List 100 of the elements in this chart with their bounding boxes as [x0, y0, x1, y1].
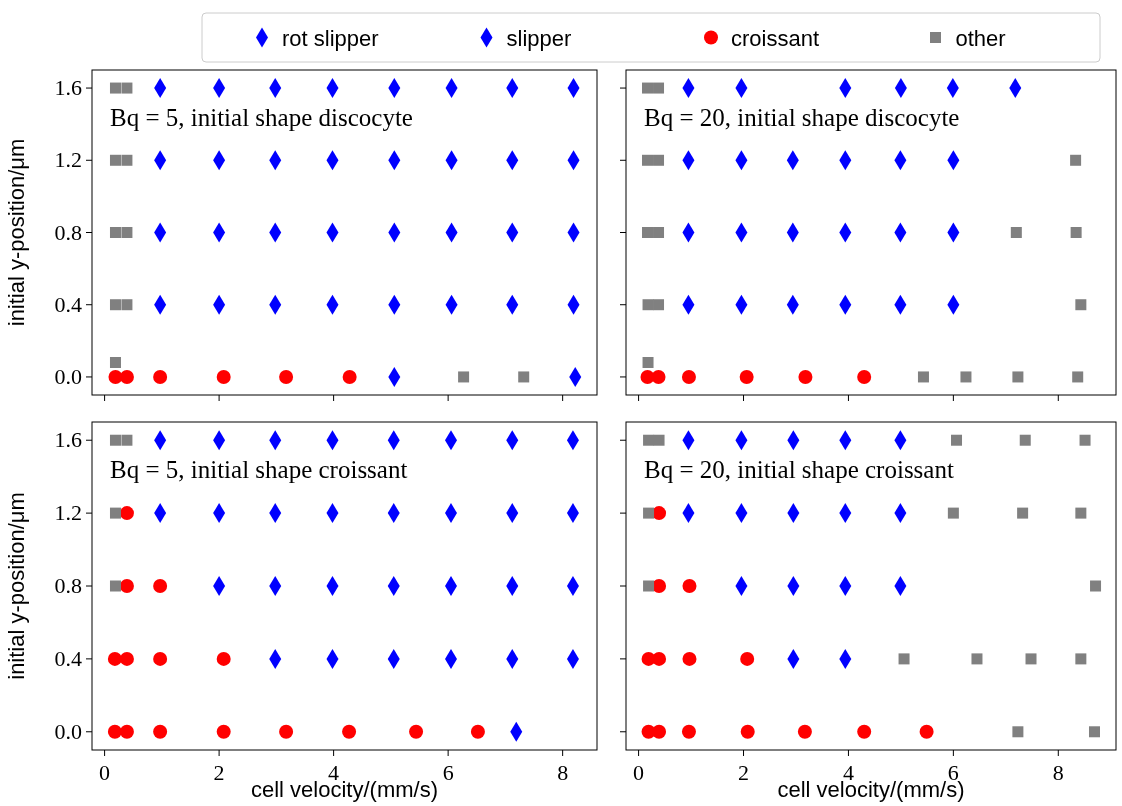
point: [1088, 726, 1100, 738]
annotation: Bq = 20, initial shape croissant: [644, 456, 954, 483]
y-tick-label: 0.8: [54, 573, 82, 598]
y-tick-label: 0.4: [54, 645, 82, 671]
point: [681, 724, 696, 739]
point: [653, 227, 665, 238]
point: [1017, 507, 1029, 519]
point: [643, 434, 655, 446]
point: [109, 82, 121, 94]
point: [857, 724, 872, 739]
point: [797, 724, 812, 739]
point: [653, 82, 665, 94]
point: [518, 371, 530, 383]
point: [342, 369, 357, 384]
point: [409, 724, 424, 739]
point: [107, 724, 122, 739]
y-tick-label: 1.6: [54, 75, 82, 101]
point: [653, 154, 665, 166]
point: [642, 154, 654, 166]
x-tick-label: 2: [213, 760, 225, 785]
point: [682, 579, 697, 593]
point: [119, 506, 134, 521]
point: [153, 369, 168, 384]
point: [109, 299, 121, 311]
point: [1025, 653, 1037, 665]
x-tick-label: 2: [738, 760, 750, 785]
annotation: Bq = 5, initial shape discocyte: [110, 104, 413, 131]
y-tick-label: 1.2: [54, 500, 82, 526]
point: [1075, 299, 1087, 311]
point: [121, 227, 133, 238]
point: [857, 369, 872, 384]
point: [121, 82, 133, 94]
point: [109, 580, 121, 592]
point: [107, 651, 122, 666]
point: [960, 371, 972, 383]
point: [652, 651, 667, 666]
point: [279, 369, 294, 384]
point: [652, 724, 667, 739]
point: [121, 154, 133, 166]
point: [153, 579, 168, 593]
point: [153, 651, 168, 666]
legend-label: croissant: [731, 25, 820, 51]
point: [642, 299, 654, 311]
legend-label: other: [955, 25, 1006, 51]
y-axis-title: initial y-position/μm: [4, 138, 29, 327]
point: [153, 724, 168, 739]
y-tick-label: 1.2: [54, 147, 82, 173]
point: [971, 653, 983, 665]
point: [1012, 726, 1024, 738]
point: [642, 227, 654, 238]
point: [279, 724, 294, 739]
point: [643, 507, 655, 519]
point: [121, 434, 133, 446]
x-tick-label: 8: [1052, 760, 1064, 785]
point: [1012, 371, 1024, 383]
point: [1090, 580, 1102, 592]
point: [642, 82, 654, 94]
point: [216, 369, 231, 384]
point: [652, 506, 667, 521]
point: [109, 434, 121, 446]
point: [739, 369, 754, 384]
x-tick-label: 0: [633, 760, 645, 785]
point: [947, 507, 959, 519]
point: [1072, 371, 1084, 383]
x-tick-label: 0: [99, 760, 111, 785]
point: [109, 357, 121, 368]
point: [951, 434, 963, 446]
point: [652, 579, 667, 593]
point: [216, 651, 231, 666]
point: [1075, 507, 1087, 519]
point: [653, 299, 665, 311]
point: [681, 369, 696, 384]
point: [917, 371, 929, 383]
point: [1070, 154, 1082, 166]
point: [470, 724, 485, 739]
point: [119, 369, 134, 384]
point: [458, 371, 470, 383]
legend-label: rot slipper: [282, 25, 379, 51]
annotation: Bq = 5, initial shape croissant: [110, 456, 408, 483]
y-tick-label: 0.0: [54, 718, 82, 744]
point: [109, 154, 121, 166]
point: [109, 507, 121, 519]
y-tick-label: 0.8: [54, 219, 82, 245]
point: [740, 651, 755, 666]
y-tick-label: 1.6: [54, 427, 82, 453]
x-tick-label: 8: [557, 760, 569, 785]
annotation: Bq = 20, initial shape discocyte: [644, 104, 960, 131]
point: [119, 724, 134, 739]
point: [342, 724, 357, 739]
point: [682, 651, 697, 666]
point: [1010, 227, 1022, 238]
point: [919, 724, 934, 739]
point: [1019, 434, 1031, 446]
point: [1070, 227, 1082, 238]
point: [216, 724, 231, 739]
point: [108, 369, 123, 384]
point: [109, 227, 121, 238]
y-tick-label: 0.0: [54, 363, 82, 389]
point: [1079, 434, 1091, 446]
y-tick-label: 0.4: [54, 291, 82, 317]
